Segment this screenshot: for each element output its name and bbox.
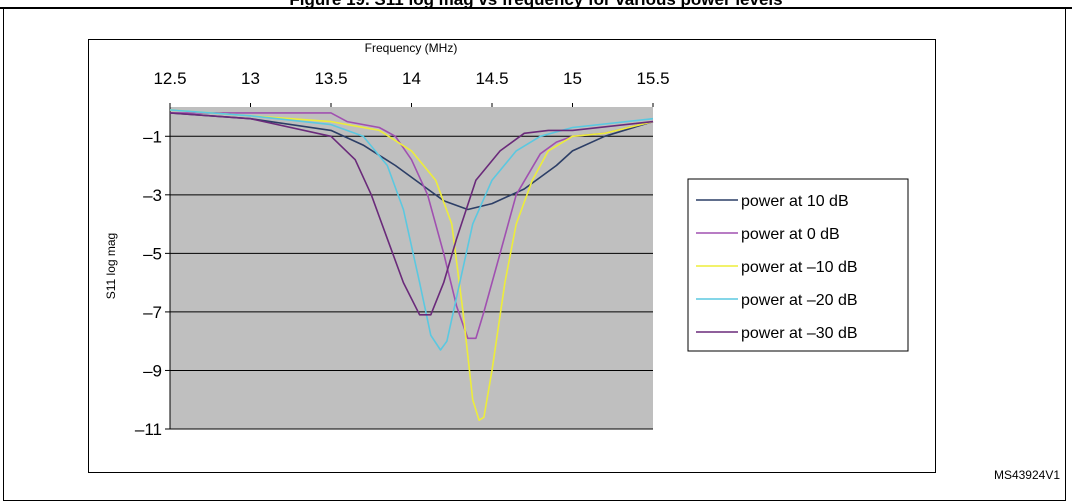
series-line-2 xyxy=(169,109,654,421)
legend-label: power at –20 dB xyxy=(741,292,858,309)
legend-label: power at –30 dB xyxy=(741,325,858,342)
x-tick-label: 14 xyxy=(402,69,421,88)
y-tick-label: –5 xyxy=(143,244,162,263)
chart-svg: –1 –3 –5 –7 –9 –11 12.5 13 13.5 14 14.5 15 15.5 Freq… xyxy=(104,41,909,439)
x-tick-label: 13 xyxy=(241,69,260,88)
legend-label: power at 10 dB xyxy=(741,193,849,210)
series-group xyxy=(169,109,654,421)
legend-box xyxy=(687,178,909,352)
y-tick-label: –9 xyxy=(143,361,162,380)
legend-label: power at 0 dB xyxy=(741,226,840,243)
header-rule xyxy=(0,7,1072,9)
x-tick-label: 12.5 xyxy=(153,69,186,88)
x-tick-label: 15.5 xyxy=(636,69,669,88)
figure-code: MS43924V1 xyxy=(993,468,1060,482)
figure-frame xyxy=(3,8,1066,501)
x-tick-label: 13.5 xyxy=(314,69,347,88)
figure-header: Figure 19. S11 log mag vs frequency for … xyxy=(0,0,1072,34)
y-axis-label: S11 log mag xyxy=(104,233,118,300)
x-tick-label: 15 xyxy=(563,69,582,88)
chart-box: –1 –3 –5 –7 –9 –11 12.5 13 13.5 14 14.5 15 15.5 Freq… xyxy=(88,39,936,473)
legend: power at 10 dB power at 0 dB power at –10 … xyxy=(687,178,909,352)
x-axis-label: Frequency (MHz) xyxy=(365,41,458,55)
y-tick-label: –3 xyxy=(143,186,162,205)
y-tick-label: –11 xyxy=(135,420,162,439)
series-line-0 xyxy=(169,112,654,211)
series-line-3 xyxy=(169,109,654,351)
series-line-1 xyxy=(170,112,654,340)
y-tick-label: –7 xyxy=(143,303,162,322)
series-line-4 xyxy=(169,112,654,316)
x-tick-label: 14.5 xyxy=(475,69,508,88)
axes: –1 –3 –5 –7 –9 –11 12.5 13 13.5 14 14.5 15 15.5 xyxy=(135,69,670,439)
y-tick-label: –1 xyxy=(143,127,162,146)
figure-title: Figure 19. S11 log mag vs frequency for … xyxy=(0,0,1072,10)
plot-area xyxy=(170,107,653,429)
legend-label: power at –10 dB xyxy=(741,259,858,276)
